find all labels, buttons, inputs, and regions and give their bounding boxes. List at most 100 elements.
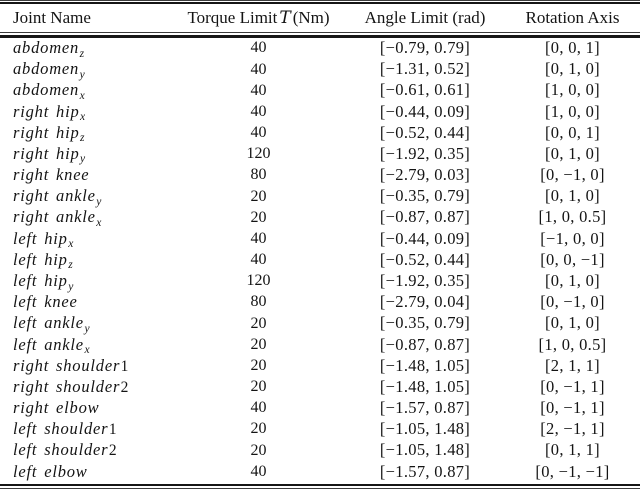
joint-name-cell: right hipx xyxy=(0,103,172,123)
joint-name-cell: right ankley xyxy=(0,188,172,208)
joint-subscript: y xyxy=(68,280,75,293)
joint-name-text: right elbow xyxy=(13,398,100,418)
table-row: abdomenz 40 [−0.79, 0.79] [0, 0, 1] xyxy=(0,38,640,59)
joint-name-cell: abdomeny xyxy=(0,61,172,81)
angle-limit-cell: [−1.31, 0.52] xyxy=(379,59,471,79)
table-row: left ankley 20 [−0.35, 0.79] [0, 1, 0] xyxy=(0,313,640,335)
rotation-axis-cell: [2, 1, 1] xyxy=(545,355,600,375)
torque-limit-cell: 120 xyxy=(246,272,271,290)
joint-subscript: y xyxy=(80,153,86,166)
angle-limit-cell: [−2.79, 0.03] xyxy=(379,165,471,185)
joint-name-cell: left hipz xyxy=(0,249,172,272)
joint-name-text: left hip xyxy=(13,249,68,269)
rotation-axis-cell: [0, 1, 1] xyxy=(545,440,600,460)
joint-name-text: left elbow xyxy=(13,461,88,481)
table-bottom-rule-thick xyxy=(0,483,640,487)
torque-limit-cell: 20 xyxy=(250,208,267,226)
joint-subscript: z xyxy=(79,47,85,60)
table-row: right anklex 20 [−0.87, 0.87] [1, 0, 0.5] xyxy=(0,207,640,229)
joint-subscript: z xyxy=(68,259,74,272)
torque-limit-cell: 20 xyxy=(250,187,267,205)
angle-limit-cell: [−0.44, 0.09] xyxy=(379,101,471,121)
joint-number: 1 xyxy=(108,421,117,439)
torque-header-unit: (Nm) xyxy=(292,8,330,28)
column-header-rotation-axis: Rotation Axis xyxy=(525,8,620,28)
torque-limit-cell: 40 xyxy=(250,124,267,142)
rotation-axis-cell: [0, 0, 1] xyxy=(545,122,600,142)
joint-name-cell: left elbow xyxy=(0,461,172,481)
angle-limit-cell: [−1.57, 0.87] xyxy=(379,398,471,418)
rotation-axis-cell: [−1, 0, 0] xyxy=(540,228,605,248)
joint-name-text: abdomen xyxy=(13,80,80,100)
rotation-axis-cell: [0, −1, −1] xyxy=(535,461,610,481)
torque-limit-cell: 20 xyxy=(250,335,267,353)
rotation-axis-cell: [1, 0, 0] xyxy=(545,80,600,100)
torque-limit-cell: 20 xyxy=(250,314,267,332)
joint-subscript: x xyxy=(68,238,75,251)
rotation-axis-cell: [1, 0, 0] xyxy=(545,101,600,121)
table-row: left hipx 40 [−0.44, 0.09] [−1, 0, 0] xyxy=(0,228,640,251)
joint-name-cell: right shoulder1 xyxy=(0,355,172,375)
torque-limit-cell: 20 xyxy=(250,356,267,374)
table-body: abdomenz 40 [−0.79, 0.79] [0, 0, 1] abdomeny… xyxy=(0,38,640,483)
joint-name-text: left hip xyxy=(13,228,68,248)
rotation-axis-cell: [1, 0, 0.5] xyxy=(538,334,607,354)
torque-limit-cell: 40 xyxy=(250,462,267,480)
table-row: right hipx 40 [−0.44, 0.09] [1, 0, 0] xyxy=(0,101,640,123)
angle-limit-cell: [−0.87, 0.87] xyxy=(379,207,471,227)
angle-limit-cell: [−0.79, 0.79] xyxy=(379,38,471,58)
angle-limit-cell: [−1.05, 1.48] xyxy=(379,419,471,439)
joint-name-cell: left hipx xyxy=(0,228,172,251)
torque-limit-cell: 40 xyxy=(250,60,267,78)
joint-number: 2 xyxy=(120,378,129,396)
rotation-axis-cell: [0, 0, −1] xyxy=(540,249,605,269)
angle-limit-cell: [−1.92, 0.35] xyxy=(379,143,471,163)
joint-name-cell: right knee xyxy=(0,165,172,185)
angle-limit-cell: [−1.48, 1.05] xyxy=(379,376,471,396)
table-row: left shoulder2 20 [−1.05, 1.48] [0, 1, 1] xyxy=(0,440,640,461)
torque-limit-cell: 80 xyxy=(250,166,267,184)
table-top-rule-thick xyxy=(0,2,640,5)
joint-name-text: right shoulder xyxy=(13,355,121,375)
table-row: right elbow 40 [−1.57, 0.87] [0, −1, 1] xyxy=(0,398,640,419)
torque-limit-cell: 80 xyxy=(250,293,267,311)
joint-name-text: left ankle xyxy=(13,313,84,333)
joint-name-cell: abdomenz xyxy=(0,38,172,60)
joint-subscript: y xyxy=(96,195,103,208)
joint-name-cell: right shoulder2 xyxy=(0,378,172,396)
rotation-axis-cell: [0, 1, 0] xyxy=(545,313,600,333)
angle-limit-cell: [−0.52, 0.44] xyxy=(379,122,471,142)
table-row: right hipz 40 [−0.52, 0.44] [0, 0, 1] xyxy=(0,122,640,144)
angle-limit-cell: [−1.57, 0.87] xyxy=(379,461,471,481)
table-row: right knee 80 [−2.79, 0.03] [0, −1, 0] xyxy=(0,165,640,186)
torque-limit-cell: 20 xyxy=(250,378,267,396)
angle-limit-cell: [−0.35, 0.79] xyxy=(379,313,471,333)
table-row: right ankley 20 [−0.35, 0.79] [0, 1, 0] xyxy=(0,186,640,208)
joint-name-text: right hip xyxy=(13,122,80,142)
column-header-joint-name: Joint Name xyxy=(13,8,91,28)
table-header-row: Joint Name Torque Limit T (Nm) Angle Limit… xyxy=(0,4,640,32)
table-bottom-rule-thin xyxy=(0,488,640,490)
column-header-torque-limit: Torque Limit T (Nm) xyxy=(172,8,345,28)
torque-limit-cell: 20 xyxy=(250,420,267,438)
joint-name-text: abdomen xyxy=(13,38,80,58)
rotation-axis-cell: [0, 1, 0] xyxy=(545,271,600,290)
joint-name-cell: abdomenx xyxy=(0,80,172,102)
rotation-axis-cell: [1, 0, 0.5] xyxy=(538,207,607,227)
joint-subscript: x xyxy=(79,89,86,102)
joint-name-text: left ankle xyxy=(13,334,84,354)
joint-name-cell: left hipy xyxy=(0,272,172,293)
joint-name-text: left shoulder xyxy=(13,440,109,460)
angle-limit-cell: [−1.92, 0.35] xyxy=(379,271,471,290)
joint-name-text: right knee xyxy=(13,165,90,185)
angle-limit-cell: [−0.61, 0.61] xyxy=(379,80,471,100)
joint-name-cell: left shoulder2 xyxy=(0,442,172,459)
joint-name-cell: right elbow xyxy=(0,398,172,418)
joint-name-cell: left knee xyxy=(0,293,172,311)
joint-name-cell: right anklex xyxy=(0,209,172,229)
torque-limit-cell: 20 xyxy=(250,441,267,459)
rotation-axis-cell: [0, −1, 1] xyxy=(540,398,605,418)
torque-limit-cell: 120 xyxy=(246,145,271,163)
column-header-angle-limit: Angle Limit (rad) xyxy=(364,8,486,28)
